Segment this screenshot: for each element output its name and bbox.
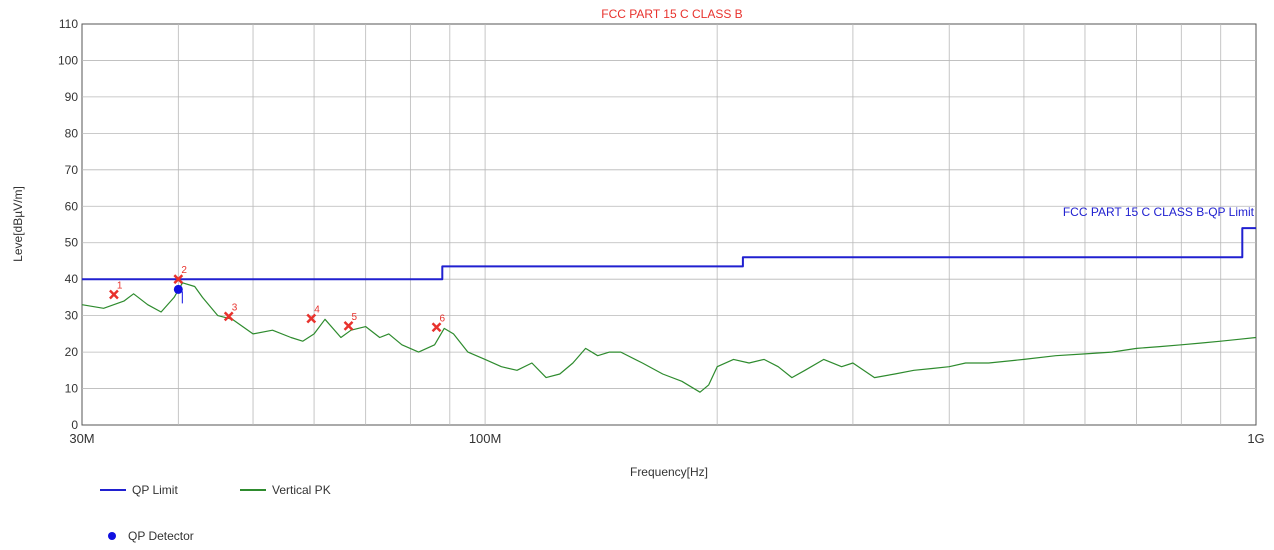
peak-marker: 3 <box>223 302 238 322</box>
peak-markers: 1 2 3 4 5 6 <box>109 265 446 333</box>
legend-item: QP Detector <box>108 529 194 543</box>
peak-marker: 1 <box>109 280 123 300</box>
peak-marker-label: 2 <box>181 265 187 276</box>
legend-swatch <box>108 532 116 540</box>
legend-label: Vertical PK <box>272 483 331 497</box>
legend-item: QP Limit <box>100 483 178 497</box>
peak-marker: 5 <box>343 312 358 331</box>
y-tick-label: 0 <box>71 418 78 432</box>
y-tick-label: 100 <box>58 53 78 67</box>
y-tick-label: 70 <box>65 163 79 177</box>
peak-marker-label: 5 <box>352 312 358 323</box>
x-axis-label: Frequency[Hz] <box>630 465 708 479</box>
y-tick-label: 10 <box>65 382 79 396</box>
peak-marker: 4 <box>306 305 320 324</box>
x-tick-label: 100M <box>469 431 502 446</box>
grid <box>82 24 1256 425</box>
peak-marker-label: 1 <box>117 280 123 291</box>
vertical-pk-trace <box>81 282 1257 393</box>
peak-marker-label: 4 <box>314 305 320 316</box>
legend-label: QP Limit <box>132 483 178 497</box>
qp-limit-line <box>82 227 1256 281</box>
x-tick-labels: 30M 100M 1G <box>69 431 1264 446</box>
y-tick-labels: 0 10 20 30 40 50 60 70 80 90 100 110 <box>58 17 78 432</box>
x-tick-label: 30M <box>69 431 94 446</box>
legend: QP Limit Vertical PK QP Detector <box>100 483 331 543</box>
y-tick-label: 20 <box>65 345 79 359</box>
x-tick-label: 1G <box>1247 431 1264 446</box>
qp-detector-point <box>173 284 183 294</box>
peak-marker: 2 <box>173 265 187 285</box>
y-tick-label: 40 <box>65 272 79 286</box>
peak-marker: 6 <box>431 313 446 333</box>
y-tick-label: 50 <box>65 236 79 250</box>
legend-item: Vertical PK <box>240 483 331 497</box>
y-axis-label: Leve[dBµV/m] <box>11 186 25 262</box>
legend-label: QP Detector <box>128 529 194 543</box>
y-tick-label: 30 <box>65 309 79 323</box>
chart-title: FCC PART 15 C CLASS B <box>601 7 742 21</box>
y-tick-label: 110 <box>59 17 78 31</box>
y-tick-label: 80 <box>65 126 79 140</box>
y-tick-label: 60 <box>65 199 79 213</box>
plot-area <box>81 23 1257 426</box>
y-tick-label: 90 <box>65 90 79 104</box>
peak-marker-label: 3 <box>232 302 238 313</box>
series-layer <box>81 227 1257 393</box>
peak-marker-label: 6 <box>440 313 446 324</box>
limit-annotation: FCC PART 15 C CLASS B-QP Limit <box>1063 205 1255 219</box>
